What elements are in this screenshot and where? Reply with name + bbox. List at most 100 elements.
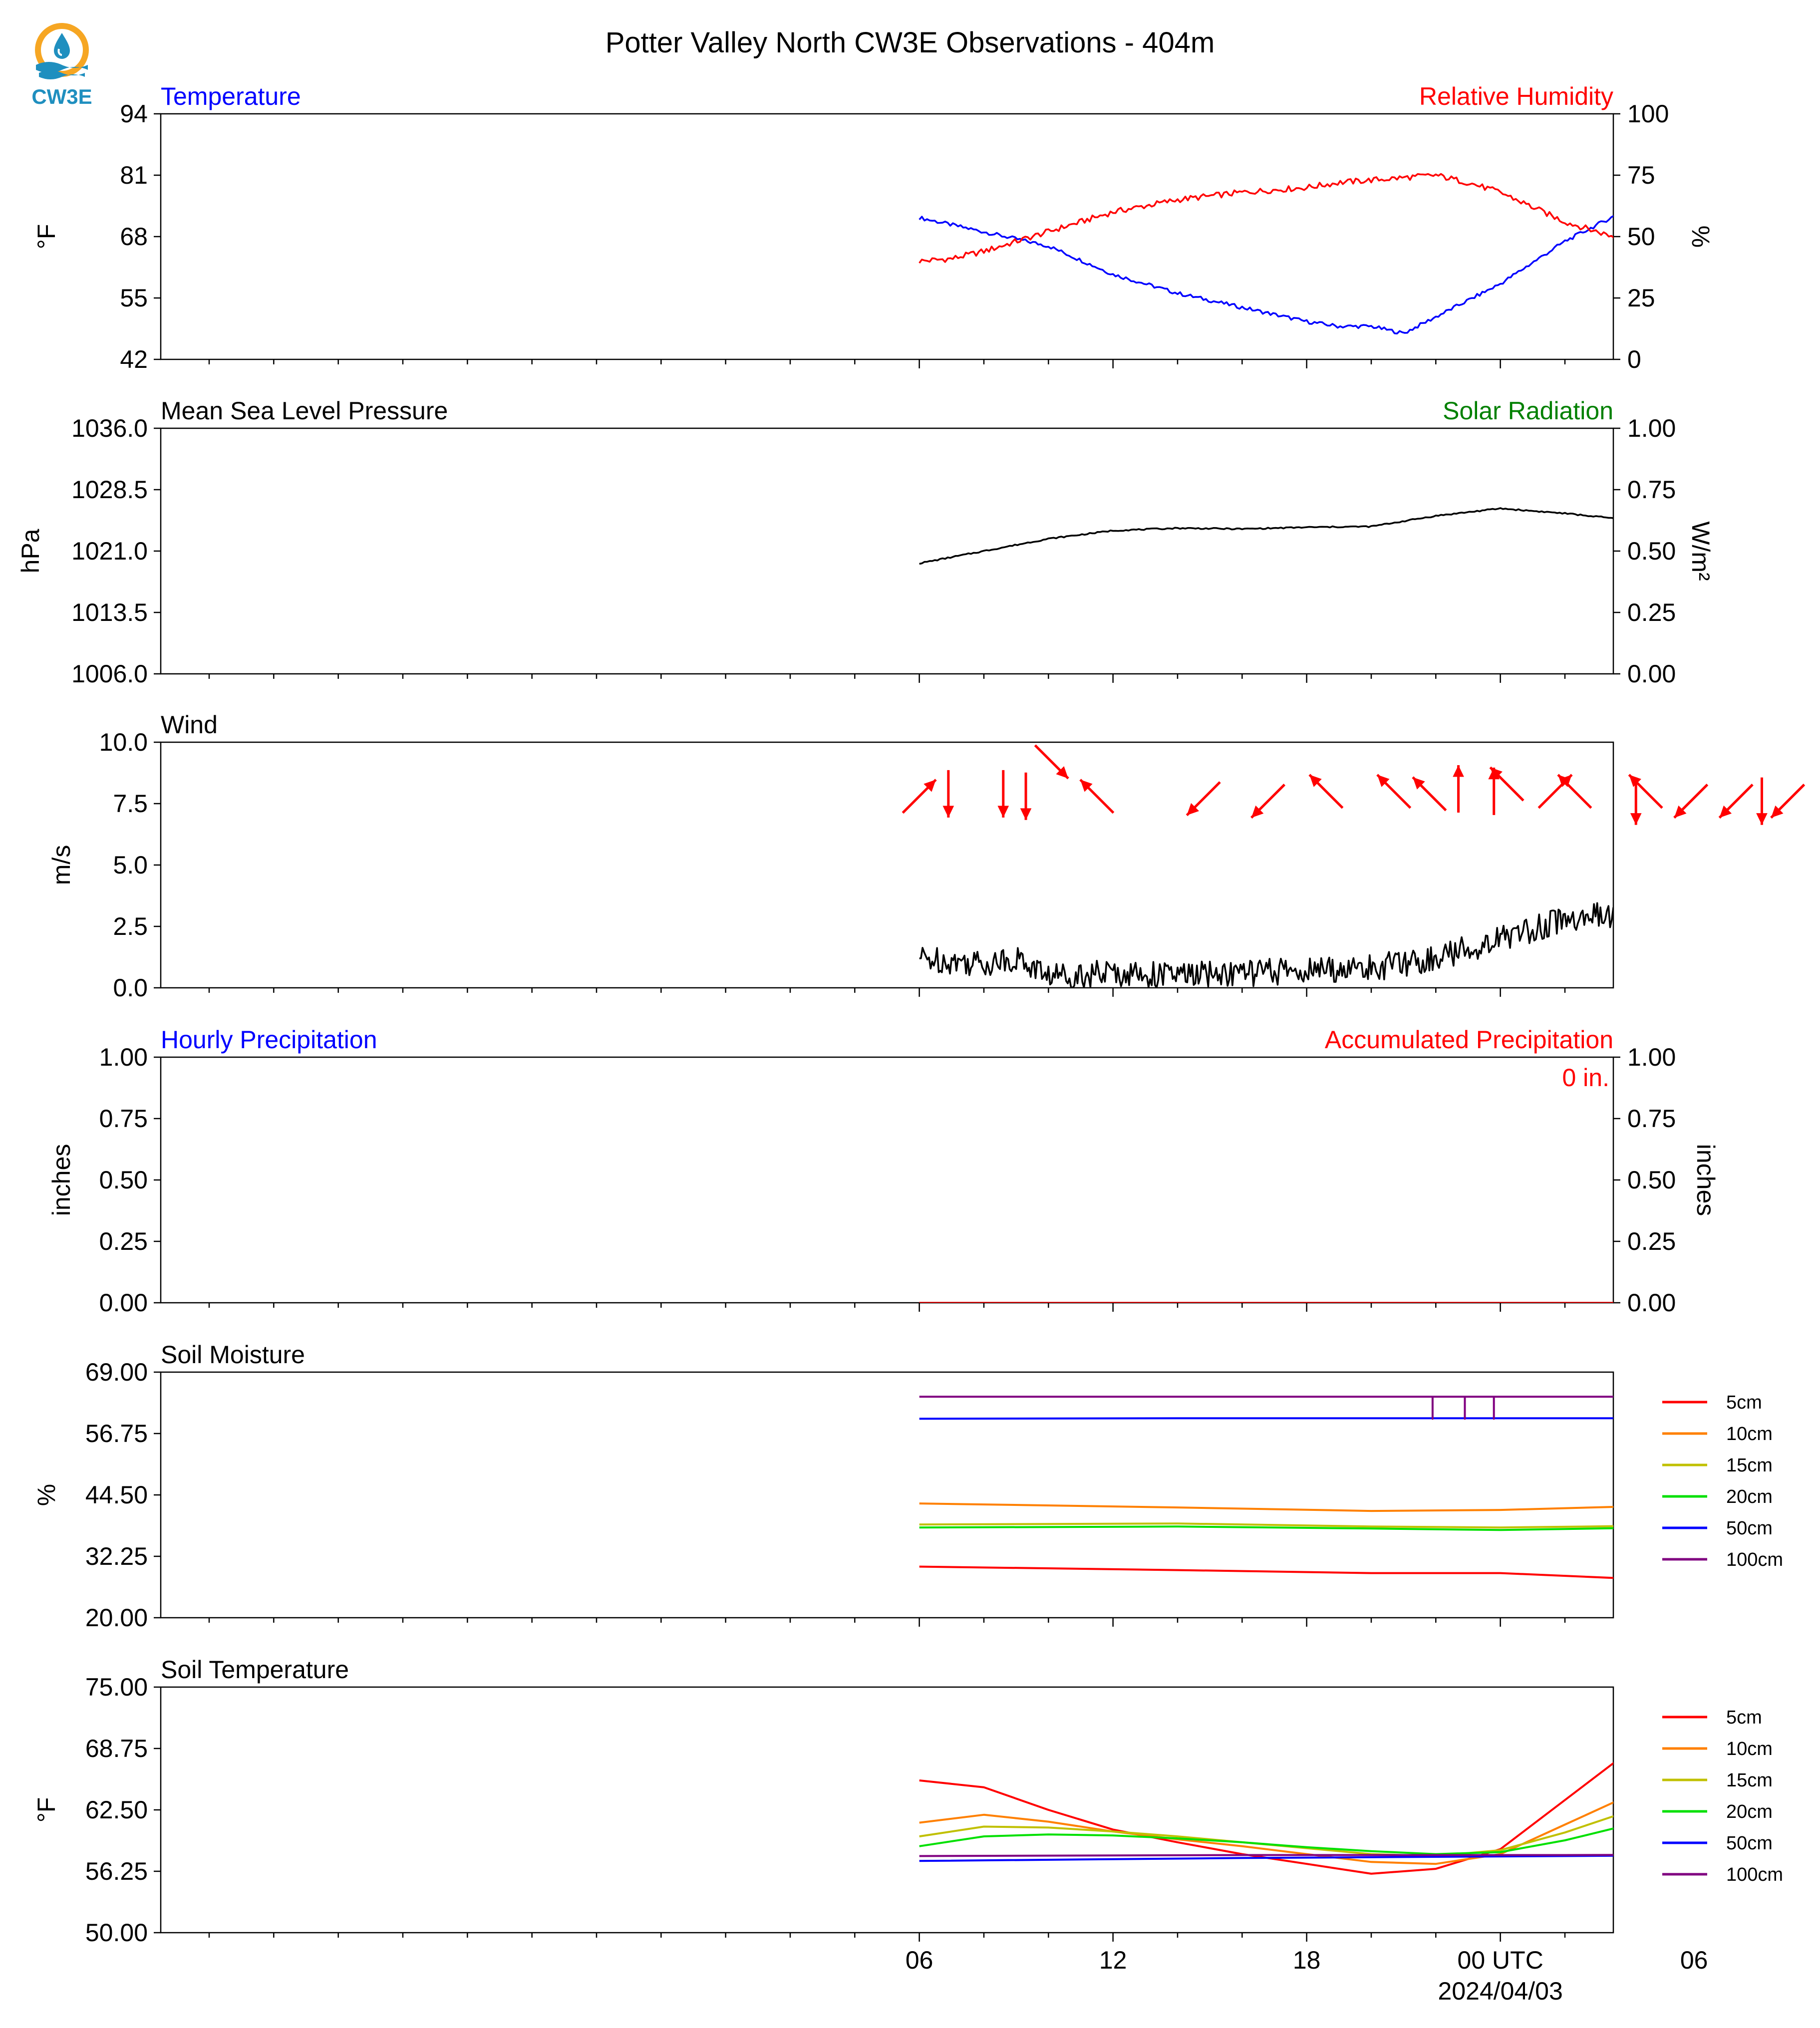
series-line-20cm [919,1525,1613,1531]
plot-frame [160,1686,1614,1934]
y-tick-label-right: 0.25 [1627,598,1676,626]
legend-label: 15cm [1726,1770,1773,1791]
wind-arrow-head [1630,813,1642,825]
y-tick-label-right: 0.50 [1627,537,1676,565]
series-line-15cm [919,1815,1613,1857]
y-axis-label: inches [47,1144,75,1216]
wind-arrow-head [1251,805,1264,818]
series-line-100cm [919,1854,1613,1857]
legend-label: 50cm [1726,1833,1773,1854]
y-tick-label: 68 [120,223,148,251]
y-axis-label: % [32,1484,60,1506]
y-tick-label: 75.00 [85,1673,148,1701]
wind-arrow [1376,774,1412,809]
y-tick-label: 32.25 [85,1542,148,1570]
figure-title: Potter Valley North CW3E Observations - … [606,26,1215,59]
y-tick-label-right: 25 [1627,284,1655,312]
y-axis-label: hPa [16,529,44,573]
wind-arrow-head [1413,777,1425,790]
y-axis-label: m/s [47,845,75,885]
wind-arrow-head [1056,766,1069,779]
wind-arrow [1630,777,1642,825]
panel-title-left: Soil Moisture [161,1341,305,1369]
x-tick-label: 06 [906,1946,933,1974]
panel-title-right: Accumulated Precipitation [1325,1026,1613,1054]
panel-6: Soil Temperature 50.00 56.25 62.50 68.75 75.0… [32,1656,1783,2005]
y-tick-label: 2.5 [113,912,148,940]
y-tick-label-right: 1.00 [1627,1043,1676,1071]
legend-label: 5cm [1726,1707,1762,1728]
wind-arrow [1186,781,1221,817]
panel-title-right: Relative Humidity [1419,82,1613,110]
y-tick-label-right: 100 [1627,100,1669,128]
y-tick-label-right: 50 [1627,223,1655,251]
y-tick-label: 0.00 [99,1289,148,1317]
legend-label: 50cm [1726,1518,1773,1539]
series-line-10cm [919,1502,1613,1512]
y-axis-label-right: W/m² [1687,521,1715,580]
wind-arrow-head [1674,805,1687,818]
wind-arrow [1020,772,1032,820]
panel-title-left: Mean Sea Level Pressure [161,397,448,425]
wind-arrow [1034,744,1069,780]
plot-frame [160,741,1614,989]
y-axis-label-right: % [1687,226,1715,248]
y-tick-label: 94 [120,100,148,128]
y-tick-label: 55 [120,284,148,312]
wind-arrow-head [1080,779,1093,792]
y-axis-label: °F [32,1797,60,1823]
y-tick-label: 1028.5 [71,476,148,504]
wind-arrow-head [1377,775,1390,787]
y-tick-label: 56.75 [85,1420,148,1448]
series-line-15cm [919,1522,1613,1529]
y-tick-label: 0.0 [113,974,148,1002]
y-tick-label-right: 1.00 [1627,414,1676,442]
wind-arrow-head [1309,775,1322,787]
y-tick-label: 68.75 [85,1735,148,1762]
wind-arrow-head [1020,808,1032,820]
legend-label: 10cm [1726,1424,1773,1445]
wind-arrow [1673,784,1709,819]
wind-arrow-head [1719,805,1732,818]
y-tick-label: 0.25 [99,1227,148,1255]
y-tick-label-right: 0.00 [1627,1289,1676,1317]
series-group [919,1761,1613,1875]
y-tick-label: 1021.0 [71,537,148,565]
x-tick-label: 12 [1099,1946,1127,1974]
wind-arrow [1489,766,1524,802]
series-line-1 [919,507,1613,565]
wind-arrow [1557,774,1592,809]
y-tick-label: 69.00 [85,1358,148,1386]
wind-arrow [1718,784,1754,819]
wind-arrow [1250,784,1286,819]
plot-frame [160,427,1614,675]
wind-arrow-head [1558,775,1570,787]
legend-label: 10cm [1726,1738,1773,1759]
accumulated-total: 0 in. [1562,1064,1609,1092]
y-axis-label-right: inches [1692,1144,1720,1216]
y-tick-label: 50.00 [85,1919,148,1947]
y-tick-label: 42 [120,345,148,373]
logo-text: CW3E [31,85,92,108]
wind-arrow [1628,774,1663,809]
y-tick-label-right: 0.75 [1627,1105,1676,1133]
series-line-50cm [919,1854,1613,1862]
plot-frame [160,1371,1614,1619]
x-tick-sublabel: 2024/04/03 [1438,1977,1563,2005]
y-tick-label: 20.00 [85,1604,148,1632]
wind-arrow-head [1771,805,1784,818]
wind-arrow-head [923,779,936,792]
y-tick-label: 7.5 [113,790,148,818]
legend-label: 20cm [1726,1486,1773,1507]
series-group [919,1396,1613,1579]
wind-arrow-head [1187,803,1200,816]
wind-arrows [902,744,1806,825]
legend-label: 100cm [1726,1864,1783,1885]
series-line-5cm [919,1565,1613,1579]
panel-3: Wind 0.0 2.5 5.0 7.5 10.0 m/s [47,711,1806,1002]
y-tick-label: 1006.0 [71,660,148,688]
y-tick-label-right: 0.50 [1627,1166,1676,1194]
panel-title-left: Wind [161,711,218,739]
panel-title-left: Hourly Precipitation [161,1026,377,1054]
y-tick-label: 1036.0 [71,414,148,442]
